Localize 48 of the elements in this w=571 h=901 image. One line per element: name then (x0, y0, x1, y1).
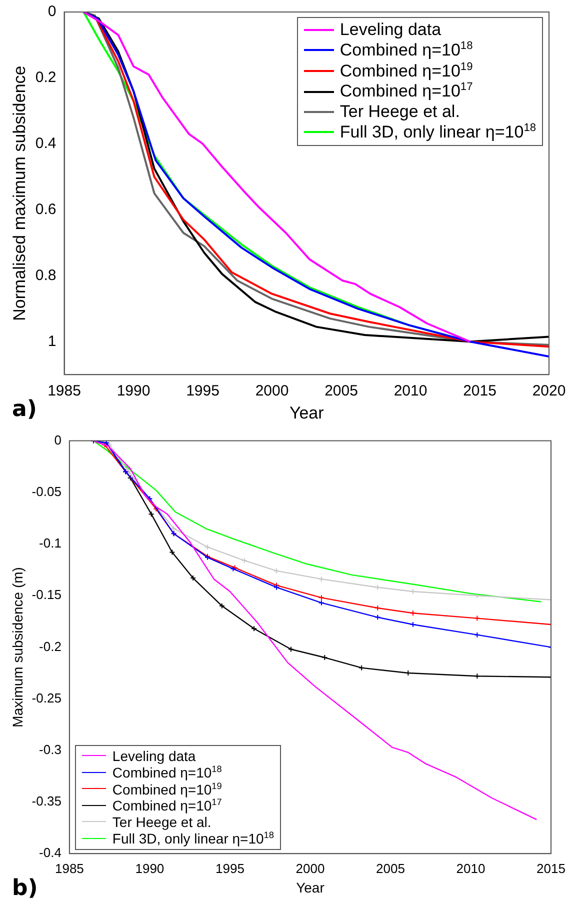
x-tick-label: 2010 (456, 860, 486, 876)
y-tick-label: 0.6 (35, 200, 56, 218)
y-axis-title: Maximum subsidence (m) (9, 567, 26, 728)
y-tick-label: -0.4 (39, 845, 62, 860)
y-tick-label: -0.35 (32, 794, 62, 809)
x-tick-label: 1990 (135, 860, 164, 876)
x-tick-label: 2000 (296, 860, 325, 876)
x-tick-label: 2005 (324, 382, 358, 400)
legend-label: Combined η=10$^{19}$ (112, 780, 222, 798)
legend-label: Leveling data (112, 748, 196, 764)
y-tick-label: 0.4 (35, 134, 56, 152)
y-tick-label: -0.15 (32, 587, 62, 602)
legend-label: Ter Heege et al. (340, 102, 460, 122)
y-tick-label: -0.3 (39, 742, 62, 757)
legend-label: Combined η=10$^{17}$ (112, 797, 222, 814)
y-tick-label: 0 (54, 432, 62, 448)
legend-label: Full 3D, only linear η=10$^{18}$ (340, 122, 536, 143)
y-tick-label: 0 (48, 3, 56, 20)
x-tick-label: 1985 (54, 860, 84, 876)
legend-label: Combined η=10$^{18}$ (112, 764, 222, 781)
x-tick-label: 2000 (255, 382, 289, 400)
y-tick-label: -0.05 (32, 484, 62, 499)
text: b) (12, 876, 38, 901)
x-tick-label: 2020 (532, 382, 566, 400)
x-tick-label: 2015 (536, 860, 566, 876)
x-tick-label: 1990 (116, 382, 150, 400)
legend-label: Combined η=10$^{18}$ (340, 40, 473, 61)
y-tick-label: -0.1 (39, 536, 62, 551)
x-tick-label: 1985 (48, 382, 81, 400)
y-axis-title: Normalised maximum subsidence (10, 66, 29, 321)
x-axis-title: Year (289, 403, 324, 422)
legend-label: Combined η=10$^{17}$ (340, 81, 473, 102)
y-tick-label: 0.2 (35, 69, 56, 86)
y-tick-label: 0.8 (35, 266, 56, 284)
legend-label: Leveling data (340, 20, 442, 40)
x-axis-title: Year (296, 879, 325, 896)
x-tick-label: 2010 (394, 382, 428, 400)
x-tick-label: 1995 (215, 860, 244, 876)
text: a) (12, 396, 37, 422)
y-tick-label: -0.2 (39, 638, 62, 654)
y-tick-label: -0.25 (32, 690, 62, 706)
legend-label: Ter Heege et al. (112, 814, 212, 830)
legend-label: Combined η=10$^{19}$ (340, 60, 473, 82)
y-tick-label: 1 (48, 332, 56, 350)
x-tick-label: 2005 (376, 860, 405, 876)
x-tick-label: 1995 (186, 382, 220, 400)
x-tick-label: 2015 (463, 382, 496, 400)
legend-label: Full 3D, only linear η=10$^{18}$ (112, 830, 274, 847)
